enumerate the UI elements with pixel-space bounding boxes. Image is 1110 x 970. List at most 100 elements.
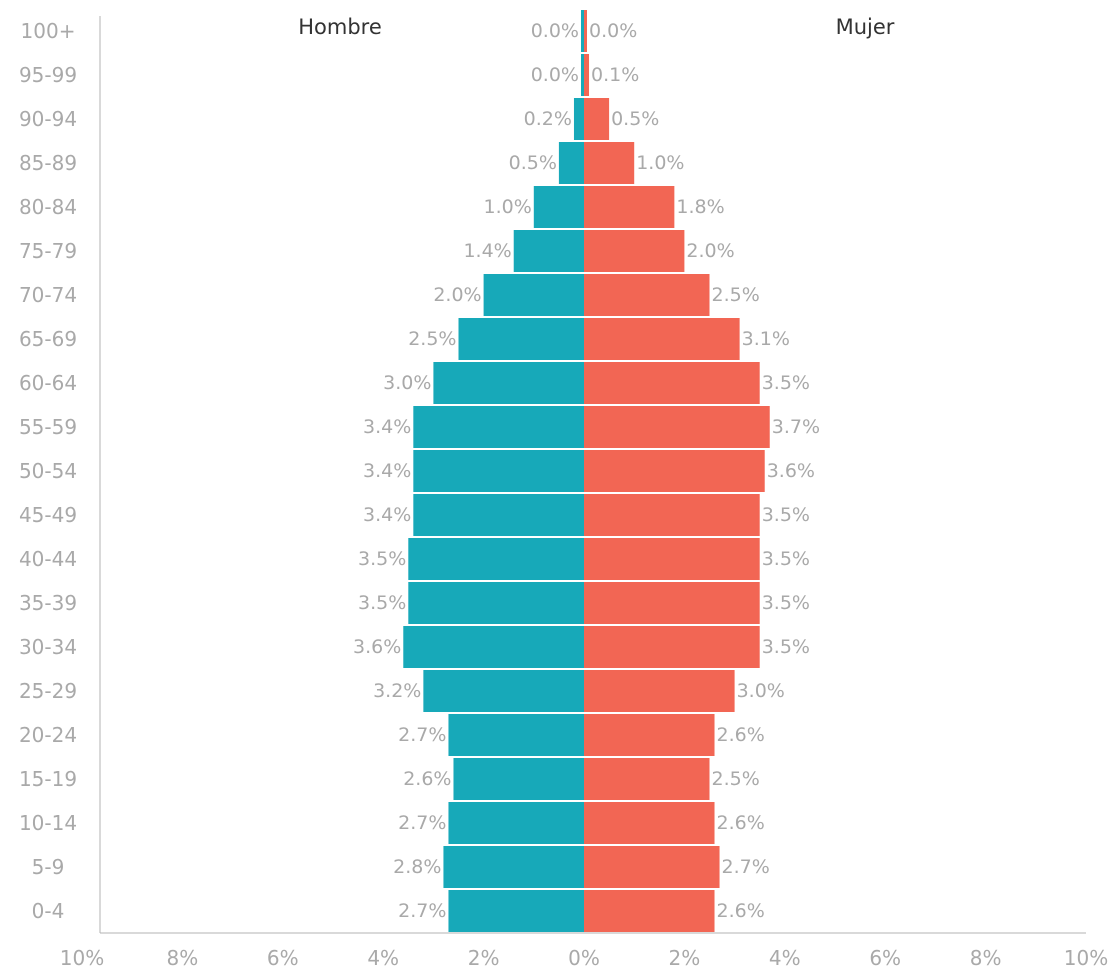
- axes-layer: 10% 8% 6% 4% 2% 0% 2% 4% 6% 8% 10%: [60, 16, 1108, 970]
- value-label-hombre-70-74: 2.0%: [433, 284, 481, 306]
- value-label-hombre-30-34: 3.6%: [353, 636, 401, 658]
- value-label-hombre-100plus: 0.0%: [531, 20, 579, 42]
- value-label-mujer-85-89: 1.0%: [636, 152, 684, 174]
- bar-mujer-40-44: [584, 538, 760, 580]
- age-group-label: 50-54: [19, 459, 77, 483]
- age-group-label: 40-44: [19, 547, 77, 571]
- age-group-label: 70-74: [19, 283, 77, 307]
- bar-hombre-50-54: [413, 450, 584, 492]
- x-tick-label: 10%: [1064, 946, 1108, 970]
- value-label-hombre-55-59: 3.4%: [363, 416, 411, 438]
- value-label-hombre-20-24: 2.7%: [398, 724, 446, 746]
- bar-mujer-5-9: [584, 846, 720, 888]
- bar-hombre-75-79: [513, 230, 584, 272]
- bar-hombre-5-9: [443, 846, 584, 888]
- value-label-mujer-50-54: 3.6%: [767, 460, 815, 482]
- bar-hombre-30-34: [403, 626, 584, 668]
- value-label-hombre-15-19: 2.6%: [403, 768, 451, 790]
- value-label-mujer-35-39: 3.5%: [762, 592, 810, 614]
- x-tick-label: 8%: [167, 946, 199, 970]
- x-tick-label: 10%: [60, 946, 104, 970]
- value-label-hombre-75-79: 1.4%: [463, 240, 511, 262]
- bar-hombre-20-24: [448, 714, 584, 756]
- value-label-mujer-100plus: 0.0%: [589, 20, 637, 42]
- bar-mujer-85-89: [584, 142, 635, 184]
- age-group-label: 15-19: [19, 767, 77, 791]
- bar-mujer-0-4: [584, 890, 715, 932]
- age-group-label: 85-89: [19, 151, 77, 175]
- age-group-label: 80-84: [19, 195, 77, 219]
- bar-mujer-20-24: [584, 714, 715, 756]
- bar-hombre-10-14: [448, 802, 584, 844]
- value-label-hombre-25-29: 3.2%: [373, 680, 421, 702]
- bar-mujer-35-39: [584, 582, 760, 624]
- bar-mujer-100plus: [584, 10, 587, 52]
- value-label-mujer-90-94: 0.5%: [611, 108, 659, 130]
- value-label-hombre-80-84: 1.0%: [484, 196, 532, 218]
- bar-hombre-0-4: [448, 890, 584, 932]
- value-label-hombre-5-9: 2.8%: [393, 856, 441, 878]
- bar-hombre-55-59: [413, 406, 584, 448]
- x-tick-label: 0%: [568, 946, 600, 970]
- age-group-label: 45-49: [19, 503, 77, 527]
- value-label-mujer-65-69: 3.1%: [742, 328, 790, 350]
- bar-mujer-50-54: [584, 450, 765, 492]
- value-label-mujer-45-49: 3.5%: [762, 504, 810, 526]
- x-tick-label: 6%: [869, 946, 901, 970]
- bar-mujer-80-84: [584, 186, 675, 228]
- series-label-mujer: Mujer: [836, 15, 895, 39]
- value-label-hombre-45-49: 3.4%: [363, 504, 411, 526]
- bar-hombre-15-19: [453, 758, 584, 800]
- value-label-hombre-60-64: 3.0%: [383, 372, 431, 394]
- value-label-mujer-30-34: 3.5%: [762, 636, 810, 658]
- age-group-label: 100+: [21, 19, 76, 43]
- bar-hombre-45-49: [413, 494, 584, 536]
- value-label-mujer-70-74: 2.5%: [712, 284, 760, 306]
- bar-mujer-55-59: [584, 406, 770, 448]
- value-label-hombre-95-99: 0.0%: [531, 64, 579, 86]
- value-label-hombre-65-69: 2.5%: [408, 328, 456, 350]
- x-tick-label: 6%: [267, 946, 299, 970]
- value-label-hombre-90-94: 0.2%: [524, 108, 572, 130]
- value-label-mujer-0-4: 2.6%: [717, 900, 765, 922]
- bar-hombre-25-29: [423, 670, 584, 712]
- bar-hombre-100plus: [581, 10, 584, 52]
- bar-hombre-70-74: [483, 274, 584, 316]
- bar-hombre-40-44: [408, 538, 584, 580]
- labels-layer: 0-4 2.7% 2.6% 5-9 2.8% 2.7% 10-14 2.7% 2.6% 15-19…: [19, 15, 895, 923]
- bar-mujer-30-34: [584, 626, 760, 668]
- bar-mujer-45-49: [584, 494, 760, 536]
- age-group-label: 30-34: [19, 635, 77, 659]
- value-label-mujer-40-44: 3.5%: [762, 548, 810, 570]
- x-tick-label: 4%: [769, 946, 801, 970]
- age-group-label: 75-79: [19, 239, 77, 263]
- bar-mujer-15-19: [584, 758, 710, 800]
- age-group-label: 55-59: [19, 415, 77, 439]
- bar-mujer-25-29: [584, 670, 735, 712]
- value-label-hombre-35-39: 3.5%: [358, 592, 406, 614]
- age-group-label: 65-69: [19, 327, 77, 351]
- bar-hombre-65-69: [458, 318, 584, 360]
- value-label-mujer-25-29: 3.0%: [737, 680, 785, 702]
- value-label-mujer-15-19: 2.5%: [712, 768, 760, 790]
- age-group-label: 10-14: [19, 811, 77, 835]
- age-group-label: 20-24: [19, 723, 77, 747]
- bar-hombre-95-99: [581, 54, 584, 96]
- value-label-mujer-75-79: 2.0%: [686, 240, 734, 262]
- x-tick-label: 2%: [669, 946, 701, 970]
- x-tick-label: 8%: [970, 946, 1002, 970]
- bar-mujer-70-74: [584, 274, 710, 316]
- bar-mujer-95-99: [584, 54, 590, 96]
- age-group-label: 95-99: [19, 63, 77, 87]
- value-label-mujer-95-99: 0.1%: [591, 64, 639, 86]
- value-label-mujer-20-24: 2.6%: [717, 724, 765, 746]
- age-group-label: 35-39: [19, 591, 77, 615]
- x-tick-label: 4%: [367, 946, 399, 970]
- value-label-mujer-10-14: 2.6%: [717, 812, 765, 834]
- bar-hombre-85-89: [558, 142, 584, 184]
- value-label-hombre-10-14: 2.7%: [398, 812, 446, 834]
- value-label-hombre-0-4: 2.7%: [398, 900, 446, 922]
- value-label-hombre-40-44: 3.5%: [358, 548, 406, 570]
